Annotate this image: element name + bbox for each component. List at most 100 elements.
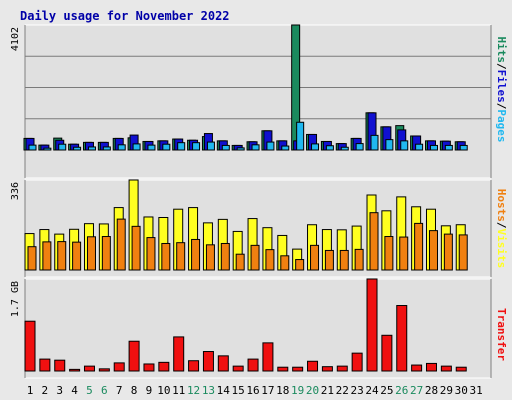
hits-files-pages-axis-label: Hits/Files/Pages — [495, 37, 508, 143]
hosts-bar-day-13 — [205, 244, 215, 271]
transfer-bar-day-13 — [202, 351, 214, 372]
x-label-day-14: 14 — [217, 384, 231, 397]
x-label-day-13: 13 — [202, 384, 215, 397]
transfer-bar-day-9 — [143, 363, 155, 372]
transfer-bar-day-28 — [425, 362, 437, 372]
hosts-bar-day-9 — [146, 237, 156, 271]
transfer-bar-day-23 — [351, 352, 363, 372]
hosts-bar-day-11 — [176, 242, 186, 271]
pages-bar-day-20 — [311, 143, 320, 151]
x-label-day-9: 9 — [146, 384, 153, 397]
transfer-bar-day-12 — [188, 360, 200, 372]
pages-bar-day-16 — [251, 144, 260, 151]
transfer-bar-day-22 — [336, 365, 348, 372]
hits-files-pages-axis-label-part-0: Hits — [495, 37, 508, 64]
x-label-day-10: 10 — [157, 384, 170, 397]
transfer-bar-day-20 — [307, 360, 319, 372]
x-label-day-5: 5 — [86, 384, 93, 397]
transfer-bar-day-14 — [217, 355, 229, 372]
x-label-day-6: 6 — [101, 384, 108, 397]
pages-bar-day-11 — [177, 142, 186, 151]
transfer-axis-label: Transfer — [495, 308, 508, 361]
hosts-bar-day-10 — [161, 242, 171, 271]
x-label-day-26: 26 — [395, 384, 408, 397]
hosts-bar-day-27 — [414, 222, 424, 271]
x-label-day-7: 7 — [116, 384, 123, 397]
hosts-bar-day-4 — [72, 241, 82, 271]
x-label-day-28: 28 — [425, 384, 438, 397]
pages-bar-day-30 — [459, 144, 468, 151]
pages-bar-day-4 — [73, 146, 82, 151]
chart-title: Daily usage for November 2022 — [20, 9, 230, 23]
pages-bar-day-8 — [132, 143, 141, 151]
x-label-day-24: 24 — [365, 384, 379, 397]
x-label-day-19: 19 — [291, 384, 304, 397]
transfer-bar-day-10 — [158, 361, 170, 372]
hosts-bar-day-28 — [428, 230, 438, 271]
x-label-day-3: 3 — [56, 384, 63, 397]
transfer-bar-day-6 — [98, 368, 110, 372]
pages-bar-day-14 — [221, 144, 230, 151]
hosts-bar-day-5 — [86, 236, 96, 271]
hosts-bar-day-1 — [27, 246, 37, 271]
transfer-ytick-label: 1.7 GB — [10, 281, 21, 317]
transfer-axis-label-part-0: Transfer — [495, 308, 508, 361]
pages-bar-day-25 — [385, 139, 394, 151]
pages-bar-day-18 — [281, 145, 290, 151]
transfer-bar-day-5 — [83, 365, 95, 372]
hosts-bar-day-20 — [310, 244, 320, 271]
transfer-bar-day-8 — [128, 340, 140, 372]
hosts-bar-day-14 — [220, 242, 230, 271]
pages-bar-day-27 — [415, 143, 424, 151]
transfer-bar-day-3 — [54, 359, 66, 372]
hosts-bar-day-19 — [295, 259, 305, 271]
transfer-bar-day-11 — [173, 336, 185, 372]
x-axis-day-labels: 1 2 3 4 5 6 7 8 9 10 11 12 13 14 15 16 17 18 19 20 21 22 23 24 2… — [27, 384, 483, 397]
hosts-visits-axis-label: Hosts/Visits — [495, 189, 508, 269]
x-label-day-18: 18 — [276, 384, 289, 397]
x-label-day-11: 11 — [172, 384, 185, 397]
hits-panel-plot-area — [25, 25, 491, 178]
transfer-bar-day-1 — [24, 320, 36, 372]
pages-bar-day-17 — [266, 141, 275, 151]
x-label-day-27: 27 — [410, 384, 423, 397]
x-label-day-15: 15 — [232, 384, 245, 397]
x-label-day-31: 31 — [469, 384, 482, 397]
hosts-bar-day-6 — [101, 236, 111, 271]
pages-bar-day-21 — [325, 145, 334, 151]
x-label-day-16: 16 — [246, 384, 259, 397]
hosts-bar-day-29 — [443, 233, 453, 271]
hosts-bar-day-25 — [384, 236, 394, 271]
transfer-bar-day-25 — [381, 334, 393, 372]
transfer-bar-day-2 — [39, 358, 51, 372]
hosts-bar-day-15 — [235, 253, 245, 271]
transfer-bar-day-17 — [262, 342, 274, 372]
x-label-day-1: 1 — [27, 384, 34, 397]
transfer-bar-day-15 — [232, 365, 244, 372]
hits-ytick-label: 4102 — [10, 27, 21, 51]
transfer-bar-day-19 — [292, 366, 304, 372]
x-label-day-29: 29 — [440, 384, 453, 397]
pages-bar-day-9 — [147, 144, 156, 151]
hits-files-pages-axis-label-part-3: / — [495, 103, 508, 110]
pages-bar-day-28 — [429, 144, 438, 151]
transfer-bar-day-27 — [411, 364, 423, 372]
hosts-bar-day-16 — [250, 244, 260, 271]
hits-files-pages-axis-label-part-1: / — [495, 63, 508, 70]
pages-bar-day-12 — [192, 142, 201, 151]
hosts-visits-axis-label-part-2: Visits — [495, 229, 508, 269]
pages-bar-day-3 — [58, 143, 67, 151]
x-label-day-22: 22 — [336, 384, 349, 397]
pages-bar-day-5 — [87, 146, 96, 151]
pages-bar-day-26 — [400, 140, 409, 151]
pages-bar-day-7 — [117, 144, 126, 151]
hosts-bar-day-7 — [116, 218, 126, 271]
transfer-bar-day-30 — [455, 366, 467, 372]
x-label-day-17: 17 — [261, 384, 274, 397]
pages-bar-day-24 — [370, 134, 379, 151]
transfer-bar-day-26 — [396, 305, 408, 372]
pages-bar-day-6 — [102, 146, 111, 151]
hits-files-pages-axis-label-part-4: Pages — [495, 109, 508, 142]
hosts-bar-day-24 — [369, 212, 379, 271]
